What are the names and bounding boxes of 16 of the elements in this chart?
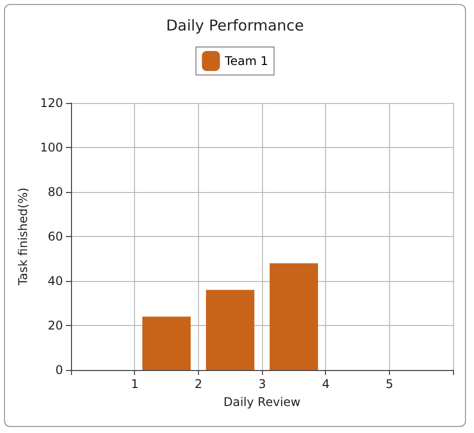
y-tick-label: 120 [40,96,63,110]
x-axis-title: Daily Review [224,395,301,409]
x-tick-label: 3 [258,377,266,391]
y-tick-label: 80 [48,185,63,199]
x-tick-label: 1 [131,377,139,391]
legend-label: Team 1 [224,54,268,68]
y-tick-label: 100 [40,140,63,154]
y-tick-label: 40 [48,274,63,288]
chart-title: Daily Performance [166,16,304,34]
x-tick-label: 5 [386,377,394,391]
y-tick-label: 20 [48,318,63,332]
x-tick-label: 4 [322,377,330,391]
y-axis-title: Task finished(%) [16,188,30,286]
y-tick-label: 60 [48,230,63,244]
x-tick-label: 2 [194,377,202,391]
y-tick-label: 0 [55,363,63,377]
